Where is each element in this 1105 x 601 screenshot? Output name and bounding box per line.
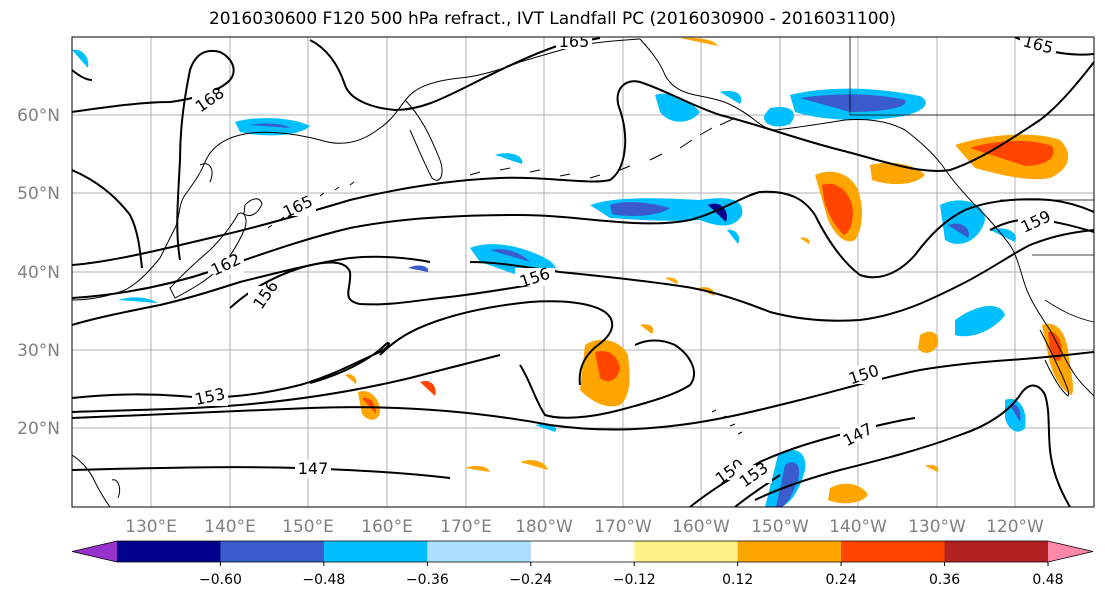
colorbar-tick-label: 0.12 — [722, 572, 753, 588]
colorbar-extend-high — [1048, 541, 1093, 562]
lon-label: 180°W — [515, 517, 573, 537]
lat-label: 40°N — [17, 263, 60, 283]
contour-label: 165 — [559, 32, 590, 51]
colorbar-segment — [220, 541, 325, 562]
colorbar-tick-label: −0.12 — [613, 572, 656, 588]
lon-label: 120°W — [986, 517, 1044, 537]
lat-label: 50°N — [17, 184, 60, 204]
colorbar-segment — [944, 541, 1049, 562]
colorbar-extend-low — [72, 541, 117, 562]
colorbar-outline — [71, 540, 1094, 563]
contour-label: 147 — [298, 459, 329, 478]
map-title: 2016030600 F120 500 hPa refract., IVT La… — [208, 9, 896, 29]
colorbar-segment — [117, 541, 221, 562]
colorbar: −0.60 −0.48 −0.36 −0.24 −0.12 0.12 0.24 0.36 0.4… — [71, 540, 1094, 588]
lon-label: 160°E — [361, 517, 413, 537]
colorbar-tick-label: −0.24 — [509, 572, 552, 588]
lon-label: 140°E — [204, 517, 256, 537]
colorbar-tick-label: −0.60 — [199, 572, 242, 588]
lon-label: 130°W — [908, 517, 966, 537]
lon-label: 170°W — [594, 517, 652, 537]
colorbar-tick-label: 0.24 — [826, 572, 857, 588]
coastlines — [72, 38, 1094, 507]
lat-label: 60°N — [17, 106, 60, 126]
colorbar-segment — [841, 541, 946, 562]
lon-label: 170°E — [440, 517, 492, 537]
map-frame — [71, 36, 1095, 508]
colorbar-segment — [323, 541, 428, 562]
colorbar-segment — [634, 541, 739, 562]
latitude-labels: 60°N 50°N 40°N 30°N 20°N — [17, 106, 60, 439]
lon-label: 130°E — [125, 517, 177, 537]
lon-label: 160°W — [672, 517, 730, 537]
colorbar-tick-label: −0.36 — [406, 572, 449, 588]
colorbar-tick-label: 0.36 — [929, 572, 960, 588]
anomaly-shading — [72, 37, 1073, 507]
colorbar-segment — [737, 541, 842, 562]
lon-label: 150°E — [282, 517, 334, 537]
colorbar-segment — [427, 541, 532, 562]
colorbar-tick-label: 0.48 — [1032, 572, 1063, 588]
lat-label: 30°N — [17, 341, 60, 361]
longitude-labels: 130°E 140°E 150°E 160°E 170°E 180°W 170°… — [125, 517, 1044, 537]
lon-label: 140°W — [829, 517, 887, 537]
lat-label: 20°N — [17, 419, 60, 439]
lon-label: 150°W — [751, 517, 809, 537]
colorbar-tick-label: −0.48 — [302, 572, 345, 588]
colorbar-segment — [530, 541, 635, 562]
